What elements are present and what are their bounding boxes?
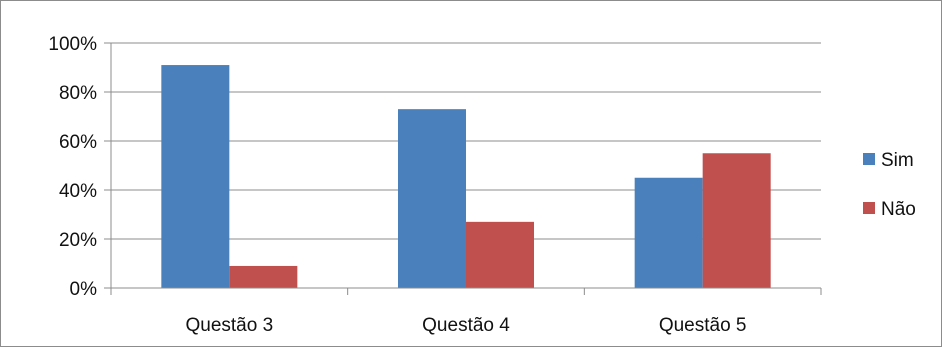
bar-nao-1 (229, 265, 298, 288)
x-tick-label: Questão 3 (185, 315, 273, 336)
legend-swatch-sim (863, 153, 875, 165)
bars (161, 65, 771, 289)
legend-swatch-nao (863, 202, 875, 214)
legend-label-nao: Não (881, 199, 916, 220)
y-tick-labels: 0% 20% 40% 60% 80% 100% (48, 34, 97, 300)
y-tick-label: 40% (59, 181, 97, 202)
y-tick-label: 60% (59, 132, 97, 153)
axes (104, 42, 822, 295)
bar-sim-2 (398, 109, 466, 289)
bar-sim-1 (161, 65, 230, 288)
y-tick-label: 80% (59, 83, 97, 104)
x-tick-labels: Questão 3 Questão 4 Questão 5 (185, 315, 746, 336)
bar-nao-2 (466, 221, 534, 288)
bar-sim-3 (634, 177, 703, 288)
legend: Sim Não (863, 150, 916, 220)
bar-nao-3 (702, 153, 771, 288)
y-tick-label: 0% (70, 279, 98, 300)
y-tick-label: 20% (59, 230, 97, 251)
x-tick-label: Questão 5 (659, 315, 747, 336)
legend-label-sim: Sim (881, 150, 914, 171)
x-tick-label: Questão 4 (422, 315, 510, 336)
y-tick-label: 100% (48, 34, 97, 55)
